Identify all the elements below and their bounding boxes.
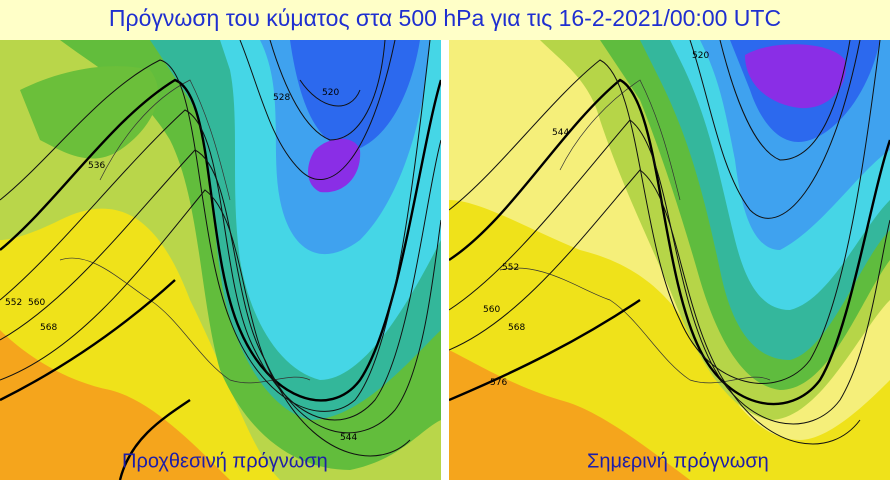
contour-label: 528 <box>273 93 290 103</box>
right-contour-labels: 520 544 552 560 568 576 <box>483 51 709 388</box>
contour-label: 520 <box>692 51 709 61</box>
left-map <box>0 40 441 480</box>
caption: Σημερινή πρόγνωση <box>587 450 769 472</box>
contour-label: 544 <box>340 433 357 443</box>
contour-label: 568 <box>40 323 57 333</box>
contour-label: 544 <box>552 128 569 138</box>
caption: Προχθεσινή πρόγνωση <box>122 450 328 472</box>
divider <box>441 40 449 480</box>
contour-label: 552 <box>5 298 22 308</box>
contour-label: 576 <box>490 378 507 388</box>
title-band <box>0 0 890 40</box>
right-map <box>449 40 890 480</box>
title: Πρόγνωση του κύματος στα 500 hPa για τις… <box>109 5 781 31</box>
contour-label: 560 <box>483 305 500 315</box>
contour-label: 552 <box>502 263 519 273</box>
contour-label: 520 <box>322 88 339 98</box>
left-contour-labels: 520 528 536 544 552 560 568 <box>5 88 357 443</box>
contour-label: 568 <box>508 323 525 333</box>
contour-label: 560 <box>28 298 45 308</box>
contour-label: 536 <box>88 161 105 171</box>
